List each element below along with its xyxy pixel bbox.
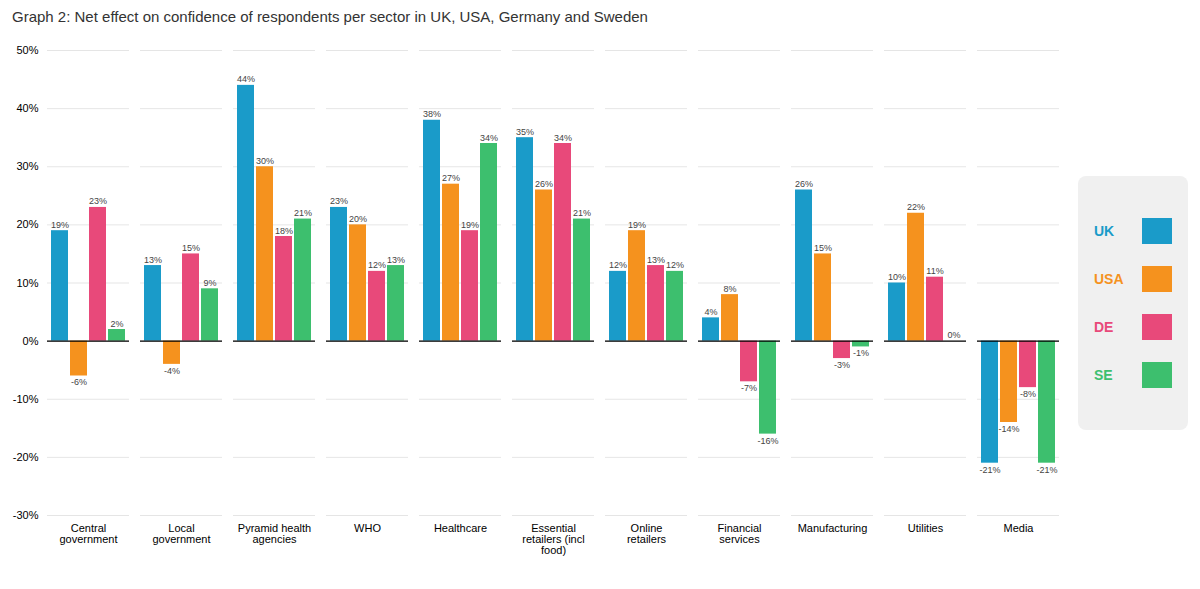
svg-text:10%: 10%	[16, 277, 38, 289]
svg-text:11%: 11%	[926, 266, 943, 276]
svg-text:Manufacturing: Manufacturing	[798, 522, 868, 534]
svg-text:Pyramid healthagencies: Pyramid healthagencies	[238, 522, 311, 545]
svg-text:9%: 9%	[203, 278, 216, 288]
svg-text:38%: 38%	[423, 109, 441, 119]
svg-text:19%: 19%	[461, 220, 479, 230]
svg-text:23%: 23%	[330, 196, 348, 206]
svg-text:50%: 50%	[16, 44, 38, 56]
svg-text:40%: 40%	[16, 102, 38, 114]
svg-text:23%: 23%	[89, 196, 107, 206]
svg-text:15%: 15%	[182, 243, 200, 253]
svg-text:-14%: -14%	[998, 424, 1019, 434]
svg-text:Onlineretailers: Onlineretailers	[627, 522, 667, 545]
svg-text:26%: 26%	[795, 179, 813, 189]
svg-text:13%: 13%	[387, 255, 405, 265]
svg-text:0%: 0%	[947, 330, 960, 340]
svg-text:34%: 34%	[554, 133, 572, 143]
svg-text:30%: 30%	[256, 156, 274, 166]
svg-text:-21%: -21%	[979, 465, 1000, 475]
svg-text:19%: 19%	[628, 220, 646, 230]
svg-text:21%: 21%	[573, 208, 591, 218]
svg-text:-8%: -8%	[1020, 389, 1036, 399]
svg-text:WHO: WHO	[354, 522, 381, 534]
svg-text:-10%: -10%	[13, 393, 39, 405]
svg-text:12%: 12%	[609, 260, 627, 270]
html-text:USA: USA	[1094, 270, 1124, 287]
svg-text:-3%: -3%	[834, 360, 850, 370]
svg-text:8%: 8%	[723, 284, 736, 294]
svg-text:10%: 10%	[888, 272, 906, 282]
svg-text:34%: 34%	[480, 133, 498, 143]
svg-text:21%: 21%	[294, 208, 312, 218]
svg-text:27%: 27%	[442, 173, 460, 183]
svg-text:-30%: -30%	[13, 509, 39, 521]
svg-text:-20%: -20%	[13, 451, 39, 463]
html-text:Graph 2: Net effect on confide: Graph 2: Net effect on confidence of res…	[12, 8, 648, 25]
svg-text:30%: 30%	[16, 160, 38, 172]
svg-text:4%: 4%	[704, 307, 717, 317]
html-text:SE: SE	[1094, 366, 1113, 383]
svg-text:12%: 12%	[368, 260, 386, 270]
svg-text:-1%: -1%	[853, 348, 869, 358]
svg-text:Financialservices: Financialservices	[717, 522, 761, 545]
svg-text:19%: 19%	[51, 220, 69, 230]
svg-text:Healthcare: Healthcare	[434, 522, 487, 534]
svg-text:12%: 12%	[666, 260, 684, 270]
svg-text:-21%: -21%	[1036, 465, 1057, 475]
html-text:DE: DE	[1094, 318, 1114, 335]
svg-text:15%: 15%	[814, 243, 832, 253]
svg-text:35%: 35%	[516, 127, 534, 137]
svg-text:Utilities: Utilities	[908, 522, 944, 534]
svg-text:13%: 13%	[647, 255, 665, 265]
svg-text:20%: 20%	[349, 214, 367, 224]
svg-text:-16%: -16%	[757, 436, 778, 446]
svg-text:Centralgovernment: Centralgovernment	[59, 522, 117, 545]
svg-text:44%: 44%	[237, 74, 255, 84]
svg-text:26%: 26%	[535, 179, 553, 189]
html-text:UK: UK	[1094, 222, 1115, 239]
svg-text:Media: Media	[1004, 522, 1035, 534]
svg-text:13%: 13%	[144, 255, 162, 265]
svg-text:18%: 18%	[275, 226, 293, 236]
svg-text:Localgovernment: Localgovernment	[152, 522, 210, 545]
svg-text:-4%: -4%	[164, 366, 180, 376]
svg-text:20%: 20%	[16, 218, 38, 230]
svg-text:22%: 22%	[907, 202, 925, 212]
svg-text:-6%: -6%	[71, 377, 87, 387]
svg-text:2%: 2%	[110, 319, 123, 329]
svg-text:-7%: -7%	[741, 383, 757, 393]
svg-text:0%: 0%	[23, 335, 39, 347]
svg-text:Essentialretailers (inclfood): Essentialretailers (inclfood)	[522, 522, 584, 556]
